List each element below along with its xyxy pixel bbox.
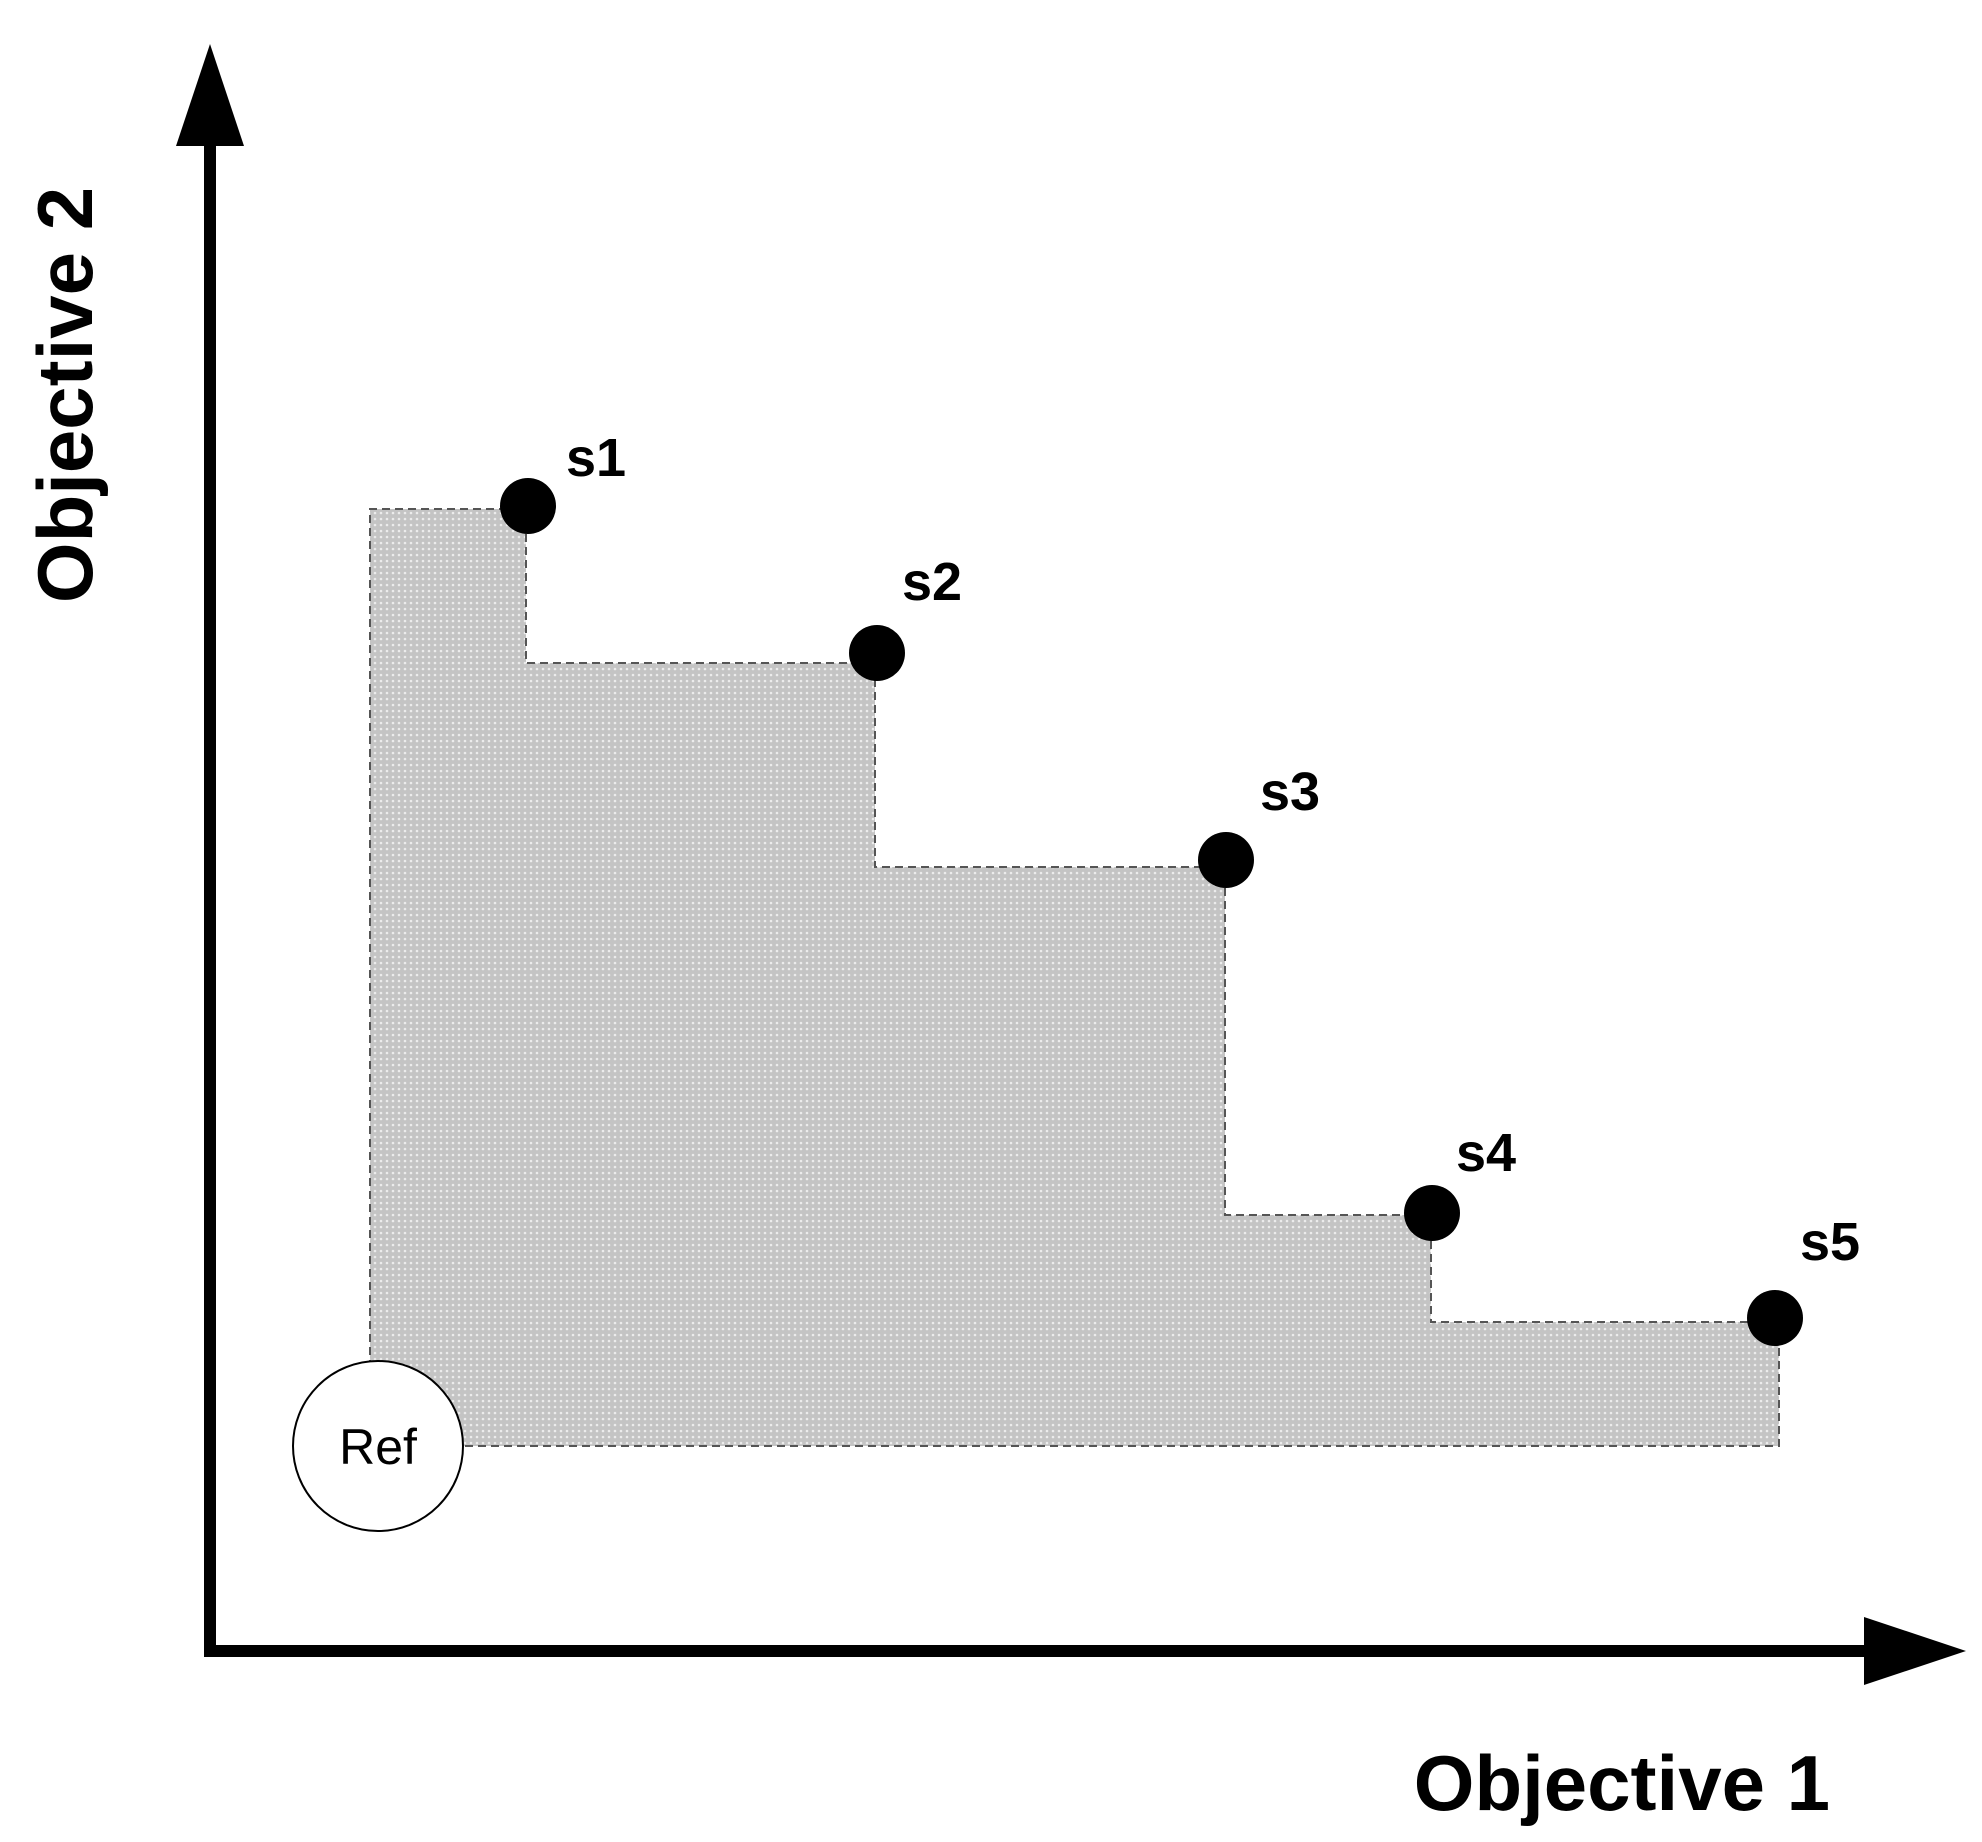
solution-point-s5 <box>1747 1290 1803 1346</box>
solution-label-s2: s2 <box>902 552 962 612</box>
solution-point-s1 <box>500 478 556 534</box>
reference-point <box>292 1360 464 1532</box>
solution-point-s4 <box>1404 1185 1460 1241</box>
reference-point-label: Ref <box>339 1419 417 1475</box>
y-axis-arrowhead <box>176 44 244 146</box>
solution-label-s4: s4 <box>1456 1123 1516 1183</box>
solution-point-s2 <box>849 625 905 681</box>
y-axis-label: Objective 2 <box>21 187 109 603</box>
x-axis-arrowhead <box>1864 1617 1966 1685</box>
solution-label-s5: s5 <box>1800 1212 1860 1272</box>
dominated-region <box>369 508 1780 1447</box>
x-axis-label: Objective 1 <box>1414 1739 1830 1827</box>
solution-point-s3 <box>1198 832 1254 888</box>
solution-label-s1: s1 <box>566 428 626 488</box>
solution-label-s3: s3 <box>1260 762 1320 822</box>
